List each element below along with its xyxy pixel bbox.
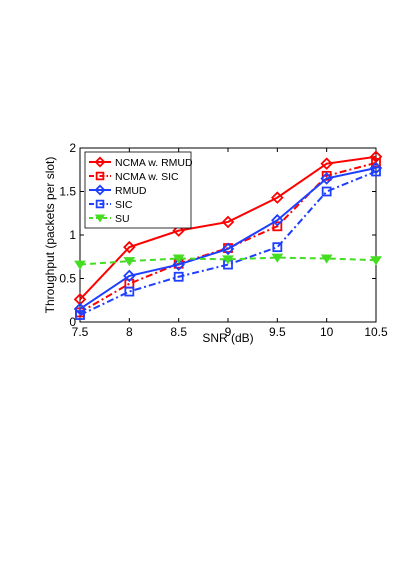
x-tick-label: 8	[126, 325, 133, 339]
y-tick-label: 2	[69, 141, 76, 155]
series-line	[79, 167, 377, 310]
x-tick-label: 7.5	[72, 325, 89, 339]
series-line	[79, 155, 377, 301]
data-point-marker	[272, 221, 283, 232]
data-point-marker	[271, 191, 284, 204]
data-point-marker	[172, 224, 185, 237]
data-point-marker	[371, 166, 381, 177]
series-group	[73, 150, 383, 320]
y-tick-label: 1.5	[59, 185, 76, 199]
data-point-marker	[94, 214, 106, 223]
data-point-marker	[320, 157, 333, 170]
data-point-marker	[222, 255, 234, 265]
legend-entry: RMUD	[89, 184, 147, 197]
data-point-marker	[123, 240, 136, 254]
data-point-marker	[369, 161, 383, 175]
data-point-marker	[95, 171, 105, 181]
data-point-marker	[272, 242, 283, 253]
data-point-marker	[320, 254, 333, 264]
legend-label: NCMA w. SIC	[115, 171, 179, 183]
x-tick-label: 9	[225, 325, 232, 339]
data-point-marker	[271, 213, 284, 227]
x-axis-label: SNR (dB)	[202, 331, 253, 345]
data-point-marker	[124, 286, 135, 297]
data-point-marker	[221, 215, 235, 229]
data-point-marker	[173, 271, 184, 282]
y-axis-label: Throughput (packets per slot)	[43, 157, 57, 314]
axis-ticks: 7.5 8 8.5 9 9.5 10 10.5 0 0.5 1 1.5 2	[59, 141, 388, 339]
legend-label: SU	[115, 213, 130, 225]
data-point-marker	[321, 170, 332, 181]
legend-entry: SU	[89, 213, 130, 225]
data-point-marker	[94, 156, 106, 168]
data-point-marker	[75, 310, 85, 320]
legend-label: SIC	[115, 199, 133, 211]
series-su	[74, 253, 382, 270]
data-point-marker	[95, 199, 105, 209]
data-point-marker	[369, 150, 383, 163]
series-rmud	[73, 161, 383, 316]
data-point-marker	[320, 172, 333, 185]
data-point-marker	[94, 184, 106, 196]
series-line	[79, 170, 377, 316]
data-point-marker	[74, 260, 86, 270]
x-tick-label: 8.5	[170, 325, 187, 339]
data-point-marker	[172, 254, 185, 264]
x-tick-label: 9.5	[269, 325, 286, 339]
legend-label: NCMA w. RMUD	[115, 157, 193, 169]
y-tick-label: 1	[69, 228, 76, 242]
x-tick-label: 10	[320, 325, 334, 339]
y-tick-label: 0	[69, 315, 76, 329]
data-point-marker	[123, 257, 136, 267]
legend-entry: SIC	[89, 199, 133, 211]
data-point-marker	[370, 256, 382, 266]
data-point-marker	[123, 269, 136, 283]
series-ncma-w-rmud	[73, 150, 383, 306]
legend: NCMA w. RMUD NCMA w. SIC RMUD SIC SU	[84, 151, 193, 229]
data-point-marker	[172, 258, 185, 271]
data-point-marker	[221, 242, 235, 256]
series-line	[79, 161, 377, 314]
data-point-marker	[271, 253, 284, 263]
x-tick-label: 10.5	[364, 325, 388, 339]
y-tick-label: 0.5	[59, 272, 76, 286]
legend-entry: NCMA w. SIC	[89, 171, 179, 183]
legend-label: RMUD	[115, 185, 147, 197]
data-point-marker	[321, 186, 332, 197]
legend-entry: NCMA w. RMUD	[89, 156, 193, 169]
